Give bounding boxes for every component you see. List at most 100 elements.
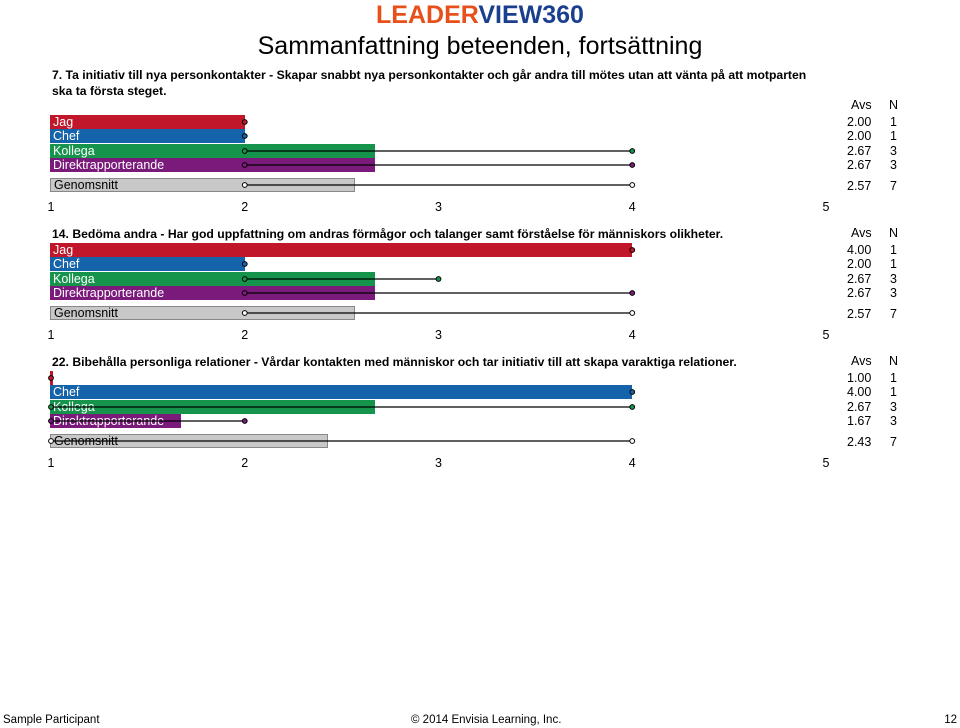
max-point [629,247,636,253]
bar-chef: Chef [50,257,245,271]
bar-row-kollega: Kollega [50,272,830,286]
range-marker-direktrapporterande [241,290,636,296]
max-point [629,389,636,395]
axis-tick-label: 5 [822,200,830,214]
value-avs: 1.67 [847,414,872,428]
value-avs: 2.67 [847,400,872,414]
value-avs: 2.00 [847,257,872,271]
range-marker-genomsnitt [48,438,636,444]
range-marker-direktrapporterande [48,418,248,424]
max-point [241,418,248,424]
range-marker-direktrapporterande [241,162,636,168]
axis-tick-label: 2 [241,328,249,342]
bar-row-kollega: Kollega [50,144,830,158]
max-point [629,162,636,168]
bar-direktrapporterande: Direktrapporterande [50,286,375,300]
max-point [435,276,442,282]
col-header-n: N [889,354,899,368]
range-marker-jag [48,375,54,381]
max-point [629,290,636,296]
value-n: 3 [890,400,897,414]
value-n: 1 [890,115,897,129]
max-point [48,375,54,381]
value-n: 3 [890,158,897,172]
col-header-avs: Avs [851,98,872,112]
col-header-n: N [889,226,899,240]
max-point [629,148,636,154]
min-point [241,182,248,188]
bar-label: Jag [53,115,74,129]
range-marker-chef [629,389,636,395]
range-marker-kollega [241,148,636,154]
value-avs: 2.67 [847,286,872,300]
value-n: 3 [890,286,897,300]
range-marker-genomsnitt [241,182,636,188]
axis-tick-label: 3 [435,328,442,342]
max-point [241,261,248,267]
range-marker-chef [241,133,248,139]
max-point [241,133,248,139]
max-point [629,438,636,444]
value-avs: 4.00 [847,243,872,257]
min-point [241,276,248,282]
axis-tick-label: 1 [47,200,55,214]
bar-kollega: Kollega [50,272,375,286]
value-n: 1 [890,371,897,385]
bar-jag: Jag [50,243,633,257]
bar-label: Direktrapporterande [53,158,165,172]
bar-label: Chef [53,129,80,143]
bar-row-direktrapporterande: Direktrapporterande [50,158,830,172]
value-avs: 2.57 [847,179,872,193]
bar-jag: Jag [50,115,245,129]
bar-row-kollega: Kollega [48,400,830,414]
bar-row-chef: Chef [50,257,830,271]
value-avs: 2.43 [847,435,872,449]
bar-label: Genomsnitt [54,178,118,192]
col-header-avs: Avs [851,226,872,240]
value-n: 7 [890,307,897,321]
value-avs: 2.57 [847,307,872,321]
axis-tick-label: 4 [628,200,636,214]
value-n: 3 [890,272,897,286]
value-avs: 2.67 [847,158,872,172]
range-marker-jag [629,247,636,253]
axis-tick-label: 1 [47,328,55,342]
min-point [241,148,248,154]
range-marker-genomsnitt [241,310,636,316]
min-point [241,290,248,296]
bar-label: Chef [53,385,80,399]
axis-tick-label: 1 [47,456,55,470]
bar-row-genomsnitt: Genomsnitt [48,434,830,448]
value-avs: 1.00 [847,371,872,385]
logo-part2: VIEW360 [478,1,584,29]
bar-row-chef: Chef [50,129,830,143]
value-n: 1 [890,257,897,271]
value-n: 1 [890,385,897,399]
bar-row-direktrapporterande: Direktrapporterande [48,414,830,428]
bar-row-jag: Jag [50,243,830,257]
page-subtitle: Sammanfattning beteenden, fortsättning [257,32,703,60]
col-header-n: N [889,98,899,112]
axis-tick-label: 3 [435,456,442,470]
bar-row-jag: Jag [48,371,830,385]
bar-genomsnitt: Genomsnitt [50,178,356,192]
range-marker-chef [241,261,248,267]
bar-direktrapporterande: Direktrapporterande [50,158,375,172]
bar-label: Kollega [53,144,95,158]
min-point [48,438,54,444]
axis-tick-label: 5 [822,328,830,342]
max-point [241,119,248,125]
min-point [241,310,248,316]
value-avs: 2.67 [847,272,872,286]
bar-chef: Chef [50,385,633,399]
axis-tick-label: 5 [822,456,830,470]
value-n: 3 [890,414,897,428]
value-n: 7 [890,179,897,193]
question-title: 22. Bibehålla personliga relationer - Vå… [52,355,737,369]
bar-row-direktrapporterande: Direktrapporterande [50,286,830,300]
axis-tick-label: 2 [241,200,249,214]
bar-row-genomsnitt: Genomsnitt [50,306,830,320]
axis-tick-label: 4 [628,328,636,342]
max-point [629,182,636,188]
value-n: 3 [890,144,897,158]
